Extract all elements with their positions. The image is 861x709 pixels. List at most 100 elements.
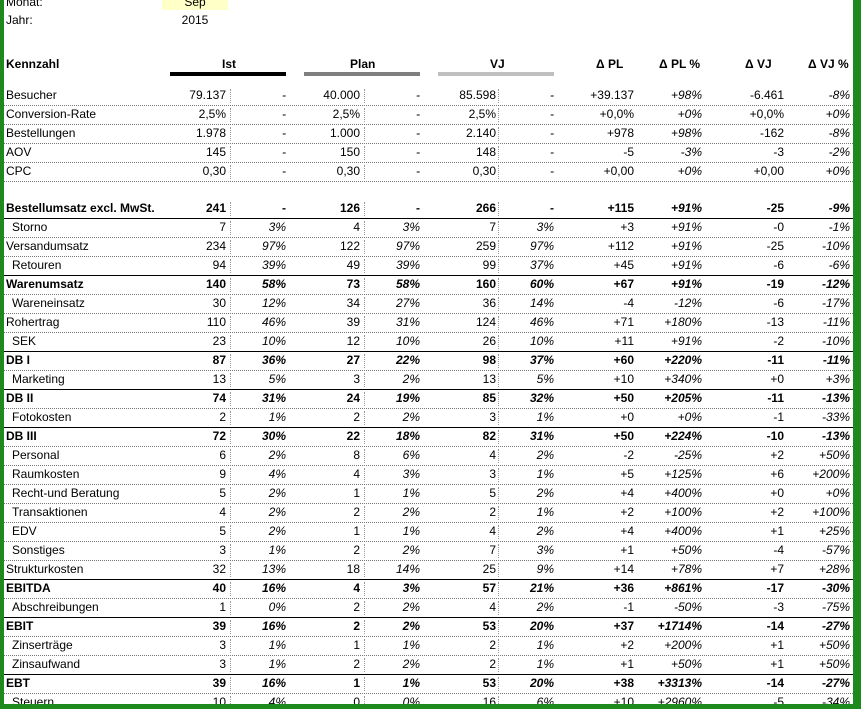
- cell-planp[interactable]: 1%: [402, 524, 420, 538]
- cell-dplp[interactable]: +91%: [670, 239, 702, 253]
- cell-istp[interactable]: 0%: [268, 600, 286, 614]
- cell-vjp[interactable]: 20%: [529, 676, 554, 690]
- cell-vjp[interactable]: 2%: [536, 524, 554, 538]
- cell-plan[interactable]: 2: [353, 600, 360, 614]
- cell-planp[interactable]: 2%: [402, 619, 420, 633]
- cell-dplp[interactable]: +0%: [677, 410, 702, 424]
- cell-plan[interactable]: 2,5%: [332, 107, 360, 121]
- cell-planp[interactable]: 22%: [395, 353, 420, 367]
- cell-vjp[interactable]: 3%: [536, 220, 554, 234]
- cell-dplp[interactable]: -12%: [673, 296, 702, 310]
- cell-vjp[interactable]: 1%: [536, 410, 554, 424]
- cell-dvj[interactable]: +1: [770, 524, 784, 538]
- cell-dplp[interactable]: +3313%: [657, 676, 702, 690]
- cell-dplp[interactable]: +78%: [670, 562, 702, 576]
- cell-dvjp[interactable]: +28%: [818, 562, 850, 576]
- cell-dvj[interactable]: -6: [773, 258, 784, 272]
- cell-dplp[interactable]: +224%: [664, 429, 702, 443]
- cell-istp[interactable]: -: [282, 126, 286, 140]
- cell-dvjp[interactable]: -10%: [821, 239, 850, 253]
- cell-vjp[interactable]: -: [550, 126, 554, 140]
- cell-vj[interactable]: 2.140: [465, 126, 496, 140]
- cell-planp[interactable]: 2%: [402, 410, 420, 424]
- cell-label[interactable]: Storno: [12, 220, 48, 234]
- cell-ist[interactable]: 9: [219, 467, 226, 481]
- cell-dvj[interactable]: +2: [770, 505, 784, 519]
- cell-istp[interactable]: 36%: [261, 353, 286, 367]
- cell-vjp[interactable]: 31%: [529, 429, 554, 443]
- cell-dpl[interactable]: +2: [620, 638, 634, 652]
- cell-plan[interactable]: 24: [346, 391, 360, 405]
- cell-dpl[interactable]: +38: [613, 676, 634, 690]
- cell-label[interactable]: Zinserträge: [12, 638, 73, 652]
- cell-istp[interactable]: 58%: [261, 277, 286, 291]
- cell-dpl[interactable]: -5: [623, 145, 634, 159]
- cell-istp[interactable]: 3%: [268, 220, 286, 234]
- cell-planp[interactable]: 0%: [402, 695, 420, 704]
- cell-dvjp[interactable]: -8%: [828, 88, 850, 102]
- cell-istp[interactable]: -: [282, 88, 286, 102]
- cell-plan[interactable]: 22: [346, 429, 360, 443]
- cell-plan[interactable]: 49: [346, 258, 360, 272]
- cell-dvjp[interactable]: -11%: [822, 315, 850, 329]
- cell-dpl[interactable]: +10: [613, 695, 634, 704]
- cell-plan[interactable]: 34: [346, 296, 360, 310]
- cell-vj[interactable]: 98: [482, 353, 496, 367]
- cell-dplp[interactable]: +861%: [664, 581, 702, 595]
- cell-dvjp[interactable]: +0%: [825, 107, 850, 121]
- cell-dvj[interactable]: -19: [766, 277, 784, 291]
- cell-dplp[interactable]: +205%: [664, 391, 702, 405]
- cell-istp[interactable]: 10%: [261, 334, 286, 348]
- cell-vj[interactable]: 7: [489, 220, 496, 234]
- cell-vjp[interactable]: 2%: [536, 448, 554, 462]
- cell-label[interactable]: AOV: [6, 145, 32, 159]
- cell-planp[interactable]: 10%: [395, 334, 420, 348]
- cell-planp[interactable]: 1%: [402, 676, 420, 690]
- cell-dpl[interactable]: +0,0%: [599, 107, 634, 121]
- cell-dpl[interactable]: +71: [613, 315, 634, 329]
- cell-ist[interactable]: 39: [212, 676, 226, 690]
- cell-dvjp[interactable]: -57%: [821, 543, 850, 557]
- cell-plan[interactable]: 2: [353, 410, 360, 424]
- cell-dvj[interactable]: -25: [766, 201, 784, 215]
- cell-istp[interactable]: -: [282, 145, 286, 159]
- cell-ist[interactable]: 23: [212, 334, 226, 348]
- cell-vj[interactable]: 266: [475, 201, 496, 215]
- cell-istp[interactable]: 4%: [268, 695, 286, 704]
- cell-vj[interactable]: 82: [482, 429, 496, 443]
- cell-dplp[interactable]: +1714%: [657, 619, 702, 633]
- cell-dpl[interactable]: +4: [620, 524, 634, 538]
- cell-istp[interactable]: 39%: [261, 258, 286, 272]
- cell-vj[interactable]: 3: [489, 467, 496, 481]
- cell-plan[interactable]: 4: [353, 220, 360, 234]
- cell-vjp[interactable]: 3%: [536, 543, 554, 557]
- cell-ist[interactable]: 87: [212, 353, 226, 367]
- cell-dvj[interactable]: +6: [770, 467, 784, 481]
- cell-dvjp[interactable]: -30%: [821, 581, 850, 595]
- cell-ist[interactable]: 145: [205, 145, 226, 159]
- cell-dvjp[interactable]: +50%: [818, 657, 850, 671]
- cell-dplp[interactable]: +100%: [664, 505, 702, 519]
- cell-dpl[interactable]: +67: [613, 277, 634, 291]
- cell-vjp[interactable]: 10%: [529, 334, 554, 348]
- cell-vj[interactable]: 25: [482, 562, 496, 576]
- cell-label[interactable]: Besucher: [6, 88, 57, 102]
- cell-ist[interactable]: 2: [219, 410, 226, 424]
- cell-vjp[interactable]: 1%: [536, 505, 554, 519]
- cell-dpl[interactable]: -1: [623, 600, 634, 614]
- cell-dvj[interactable]: +1: [770, 638, 784, 652]
- cell-istp[interactable]: 1%: [268, 638, 286, 652]
- cell-planp[interactable]: 2%: [402, 600, 420, 614]
- cell-planp[interactable]: 58%: [395, 277, 420, 291]
- cell-ist[interactable]: 39: [212, 619, 226, 633]
- cell-planp[interactable]: 2%: [402, 505, 420, 519]
- cell-ist[interactable]: 4: [219, 505, 226, 519]
- cell-dvj[interactable]: +1: [770, 657, 784, 671]
- cell-vj[interactable]: 99: [482, 258, 496, 272]
- cell-planp[interactable]: 31%: [395, 315, 420, 329]
- cell-dvj[interactable]: -3: [773, 145, 784, 159]
- cell-label[interactable]: Rohertrag: [6, 315, 60, 329]
- cell-label[interactable]: EDV: [12, 524, 37, 538]
- cell-dvjp[interactable]: +0%: [825, 164, 850, 178]
- cell-vjp[interactable]: 20%: [529, 619, 554, 633]
